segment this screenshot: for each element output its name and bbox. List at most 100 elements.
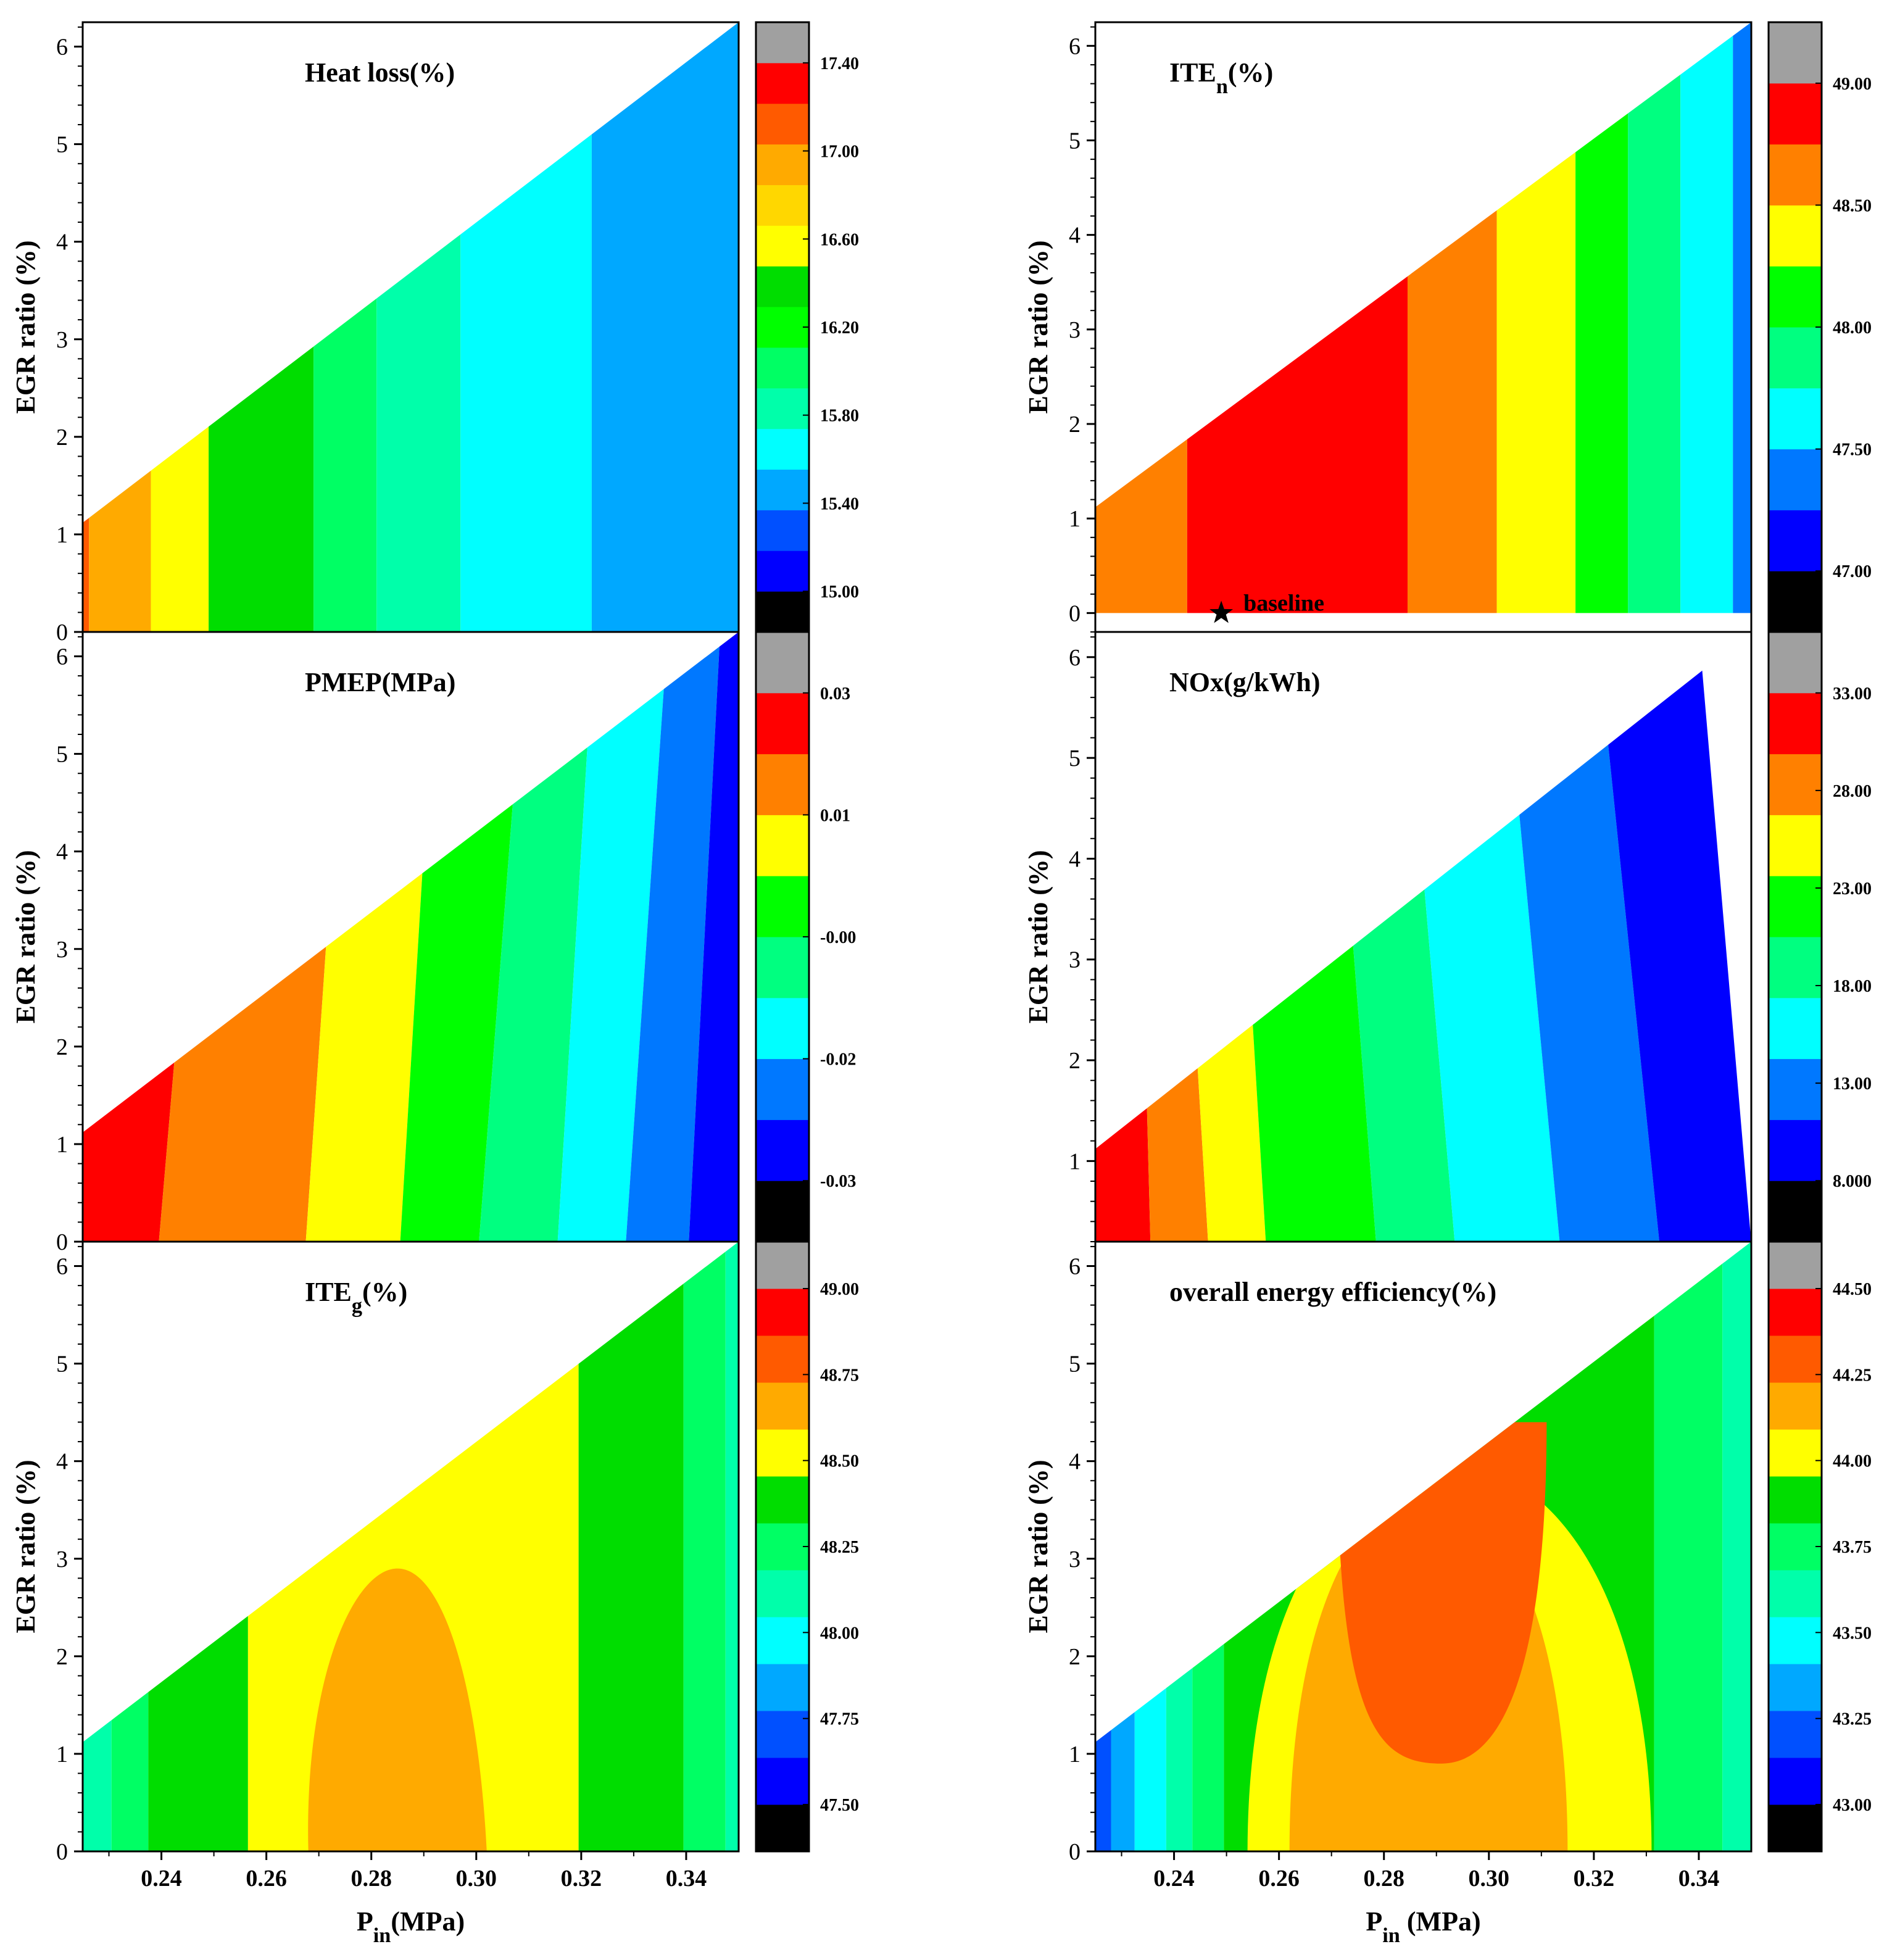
colorbar-cell — [756, 1429, 809, 1477]
contour-band-3 — [1496, 22, 1576, 613]
colorbar-cell — [1769, 1335, 1822, 1383]
colorbar-cell — [756, 22, 809, 64]
colorbar-label: 49.00 — [820, 1280, 859, 1299]
plot-frame — [1094, 1240, 1753, 1853]
colorbar-label: 13.00 — [1833, 1074, 1872, 1094]
colorbar-label: 48.50 — [1833, 196, 1872, 215]
y-tick-label: 1 — [1069, 506, 1081, 532]
x-tick-label: 0.24 — [1153, 1866, 1195, 1891]
colorbar-cell — [1769, 1758, 1822, 1805]
colorbar-cell — [756, 144, 809, 185]
colorbar-cell — [1769, 997, 1822, 1060]
contour-band-0 — [83, 1242, 112, 1851]
colorbar-cell — [756, 62, 809, 104]
y-tick-label: 0 — [56, 1229, 68, 1255]
colorbar-cell — [1769, 205, 1822, 267]
y-tick-label: 6 — [56, 1254, 68, 1280]
contour-band-3 — [1166, 1242, 1193, 1851]
colorbar-cell — [1769, 754, 1822, 815]
colorbar-cell — [756, 103, 809, 145]
colorbar-label: -0.02 — [820, 1050, 856, 1069]
contour-band-5 — [557, 632, 668, 1242]
colorbar-cell — [756, 1181, 809, 1242]
contour-band-3 — [209, 22, 314, 632]
colorbar: 33.00 28.00 23.00 18.00 13.00 8.000 — [1767, 631, 1872, 1243]
colorbar-label: 49.00 — [1833, 75, 1872, 94]
colorbar-cell — [1769, 1429, 1822, 1477]
colorbar-cell — [1769, 83, 1822, 145]
colorbar-cell — [756, 1058, 809, 1120]
contour-band-7 — [689, 632, 739, 1242]
y-axis-label: EGR ratio (%) — [1023, 850, 1053, 1023]
y-tick-label: 5 — [56, 132, 68, 158]
colorbar-cell — [756, 754, 809, 815]
y-tick-label: 4 — [1069, 846, 1081, 872]
colorbar-cell — [1769, 1617, 1822, 1664]
y-tick-label: 4 — [56, 1449, 68, 1475]
colorbar-label: 47.75 — [820, 1710, 859, 1729]
y-tick-label: 6 — [1069, 1254, 1081, 1280]
y-tick-label: 1 — [1069, 1742, 1081, 1767]
y-tick-label: 3 — [1069, 1547, 1081, 1572]
contour-band-0 — [83, 22, 89, 632]
contour-band-2 — [151, 22, 209, 632]
y-tick-label: 6 — [56, 644, 68, 670]
contour-band-2 — [1134, 1242, 1166, 1851]
colorbar-cell — [756, 997, 809, 1060]
colorbar-cell — [1769, 1570, 1822, 1617]
y-tick-label: 5 — [56, 1352, 68, 1377]
contour-band-6 — [725, 1242, 739, 1851]
colorbar-cell — [1769, 388, 1822, 450]
plot-title: PMEP(MPa) — [305, 667, 455, 697]
colorbar-cell — [756, 469, 809, 510]
colorbar-label: 48.25 — [820, 1538, 859, 1557]
colorbar: 49.00 48.75 48.50 48.25 48.00 47.75 47.50 — [755, 1240, 859, 1853]
contour-band-5 — [376, 22, 461, 632]
colorbar-cell — [1769, 1664, 1822, 1711]
panel-ite-g: 0 1 2 3 4 5 6 EGR ratio (%) 0.24 0.26 0.28 0.30 0.32… — [10, 1240, 859, 1947]
colorbar-label: 17.00 — [820, 143, 859, 162]
contour-band-7 — [591, 22, 739, 632]
colorbar-cell — [756, 815, 809, 876]
contour-band-7 — [1733, 22, 1751, 613]
colorbar-cell — [756, 1382, 809, 1430]
contour-fill — [83, 22, 739, 632]
contour-fill — [83, 1242, 739, 1851]
plot-title: Heat loss(%) — [305, 57, 455, 88]
contour-island — [308, 1568, 487, 1851]
contour-band-4 — [313, 22, 377, 632]
y-tick-label: 2 — [56, 425, 68, 451]
y-tick-label: 6 — [1069, 645, 1081, 671]
colorbar-cell — [1769, 1523, 1822, 1571]
colorbar-cell — [1769, 327, 1822, 389]
colorbar-cell — [756, 1242, 809, 1289]
baseline-star-icon — [1209, 600, 1234, 623]
colorbar: 44.50 44.25 44.00 43.75 43.50 43.25 43.00 — [1767, 1240, 1872, 1853]
colorbar-label: 43.75 — [1833, 1538, 1872, 1557]
colorbar-label: 15.40 — [820, 494, 859, 513]
y-axis-label: EGR ratio (%) — [10, 240, 41, 413]
x-tick-label: 0.28 — [351, 1866, 392, 1891]
colorbar-cell — [1769, 1804, 1822, 1852]
colorbar-cell — [756, 1289, 809, 1336]
contour-band-5 — [1628, 22, 1681, 613]
y-axis-label: EGR ratio (%) — [10, 1460, 41, 1633]
contour-band-6 — [460, 22, 592, 632]
baseline-label: baseline — [1243, 590, 1324, 616]
colorbar-cell — [756, 692, 809, 755]
contour-fill — [1095, 1242, 1751, 1851]
colorbar: 0.03 0.01 -0.00 -0.02 -0.03 — [755, 631, 856, 1243]
y-tick-label: 2 — [56, 1644, 68, 1670]
x-tick-label: 0.30 — [456, 1866, 497, 1891]
colorbar-cell — [756, 1617, 809, 1664]
y-tick-label: 4 — [1069, 1449, 1081, 1475]
y-tick-label: 0 — [1069, 1839, 1081, 1865]
y-tick-label: 5 — [56, 742, 68, 768]
y-tick-label: 6 — [1069, 33, 1081, 59]
y-tick-label: 5 — [1069, 1352, 1081, 1377]
colorbar-label: 0.03 — [820, 684, 850, 704]
contour-band-1 — [1111, 1242, 1135, 1851]
plot-title: ITEn(%) — [1169, 57, 1273, 98]
colorbar-cell — [1769, 449, 1822, 510]
